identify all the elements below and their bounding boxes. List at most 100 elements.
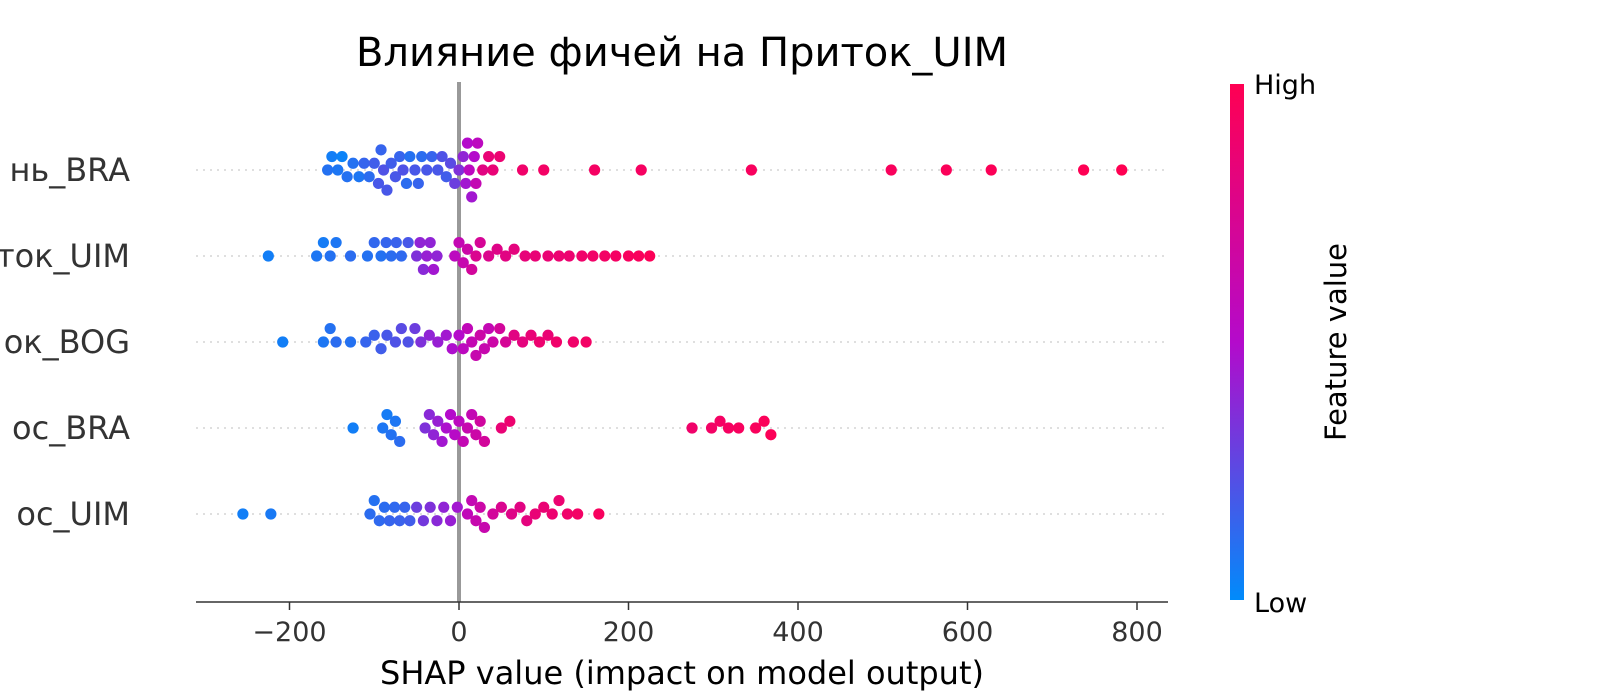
shap-point-3-2 <box>381 408 393 421</box>
shap-point-1-25 <box>466 263 478 276</box>
shap-point-1-16 <box>417 263 430 276</box>
shap-point-4-3 <box>368 494 380 507</box>
shap-point-0-31 <box>457 150 469 163</box>
shap-point-1-40 <box>610 250 622 262</box>
shap-point-0-1 <box>326 150 338 163</box>
shap-point-2-5 <box>360 336 372 348</box>
shap-point-1-21 <box>449 250 461 262</box>
shap-point-1-24 <box>461 243 474 255</box>
x-tick-label-1: 0 <box>450 617 467 648</box>
shap-point-0-45 <box>589 164 601 176</box>
shap-point-3-4 <box>389 415 402 427</box>
feature-label-0: нь_BRA <box>9 151 130 189</box>
shap-point-0-52 <box>1116 164 1128 176</box>
shap-point-2-26 <box>487 336 499 348</box>
shap-point-0-4 <box>341 171 353 183</box>
shap-point-3-26 <box>722 422 735 434</box>
shap-point-2-29 <box>508 329 520 341</box>
shap-point-0-15 <box>389 171 402 183</box>
shap-point-2-14 <box>423 329 435 341</box>
shap-point-0-16 <box>394 150 406 163</box>
shap-point-0-0 <box>322 164 334 176</box>
shap-point-2-25 <box>483 322 495 335</box>
shap-point-2-9 <box>389 336 402 348</box>
shap-point-4-34 <box>593 508 605 520</box>
x-tick-label-4: 600 <box>942 617 994 648</box>
shap-point-4-12 <box>417 515 430 527</box>
shap-point-2-30 <box>516 336 529 348</box>
shap-point-4-33 <box>572 508 584 520</box>
shap-point-0-46 <box>635 164 647 176</box>
shap-point-1-19 <box>427 263 440 276</box>
shap-point-3-1 <box>377 422 389 434</box>
shap-point-1-15 <box>414 236 426 249</box>
shap-point-1-18 <box>424 236 436 249</box>
shap-point-3-21 <box>495 422 507 434</box>
shap-point-3-20 <box>478 435 491 448</box>
shap-point-1-35 <box>553 250 565 262</box>
shap-point-3-9 <box>432 415 444 427</box>
shap-point-0-10 <box>372 177 385 190</box>
shap-point-2-20 <box>461 322 474 335</box>
shap-point-1-32 <box>519 250 531 262</box>
shap-point-2-6 <box>368 329 380 341</box>
shap-point-3-14 <box>453 415 465 427</box>
chart-title: Влияние фичей на Приток_UIM <box>356 30 1008 76</box>
shap-point-0-24 <box>426 150 438 163</box>
shap-point-3-6 <box>419 422 431 434</box>
shap-point-2-34 <box>550 336 563 348</box>
shap-point-3-11 <box>440 422 452 434</box>
shap-point-1-30 <box>500 250 512 262</box>
shap-point-0-21 <box>412 177 424 190</box>
shap-point-0-32 <box>460 177 472 190</box>
shap-point-0-19 <box>404 150 416 163</box>
shap-point-3-25 <box>714 415 726 427</box>
shap-point-1-20 <box>431 250 443 262</box>
shap-point-1-10 <box>385 250 397 262</box>
shap-point-0-33 <box>461 137 474 149</box>
shap-point-4-29 <box>538 501 550 513</box>
shap-point-0-48 <box>885 164 897 176</box>
shap-point-4-4 <box>373 515 385 527</box>
shap-point-4-23 <box>487 508 499 520</box>
shap-point-0-20 <box>409 164 421 176</box>
x-tick-label-5: 800 <box>1111 617 1163 648</box>
shap-point-0-49 <box>940 164 952 176</box>
feature-label-2: ок_BOG <box>4 323 130 361</box>
shap-point-0-23 <box>421 164 433 176</box>
shap-point-2-2 <box>324 322 336 335</box>
shap-point-0-17 <box>397 164 409 176</box>
shap-point-0-47 <box>745 164 757 176</box>
feature-labels: нь_BRA ток_UIM ок_BOG ос_BRA ос_UIM <box>0 151 130 533</box>
feature-gridlines <box>196 169 1168 515</box>
shap-point-0-39 <box>477 164 489 176</box>
shap-point-2-13 <box>415 336 427 348</box>
shap-point-1-34 <box>542 250 554 262</box>
shap-point-2-7 <box>375 343 387 355</box>
shap-point-0-9 <box>368 157 380 169</box>
shap-point-4-25 <box>505 508 518 520</box>
shap-point-4-30 <box>546 508 558 520</box>
shap-point-0-34 <box>463 164 475 176</box>
shap-point-0-11 <box>375 144 387 156</box>
shap-point-0-2 <box>332 164 344 176</box>
shap-point-4-15 <box>438 501 450 513</box>
shap-point-0-12 <box>377 164 390 176</box>
shap-point-0-38 <box>472 137 484 149</box>
shap-point-4-16 <box>444 515 457 527</box>
shap-point-1-0 <box>262 250 274 262</box>
shap-point-0-37 <box>470 177 482 190</box>
shap-point-0-51 <box>1078 164 1090 176</box>
shap-point-3-19 <box>474 415 486 427</box>
shap-point-2-8 <box>381 329 393 341</box>
shap-point-0-27 <box>440 171 452 183</box>
shap-point-3-8 <box>427 429 440 441</box>
shap-point-1-2 <box>317 236 329 249</box>
shap-point-2-1 <box>317 336 329 348</box>
shap-point-1-27 <box>474 236 486 249</box>
shap-point-0-35 <box>466 191 478 203</box>
shap-point-3-28 <box>750 422 762 434</box>
feature-label-1: ток_UIM <box>0 237 130 275</box>
shap-point-1-8 <box>375 250 387 262</box>
shap-point-2-22 <box>470 349 482 362</box>
